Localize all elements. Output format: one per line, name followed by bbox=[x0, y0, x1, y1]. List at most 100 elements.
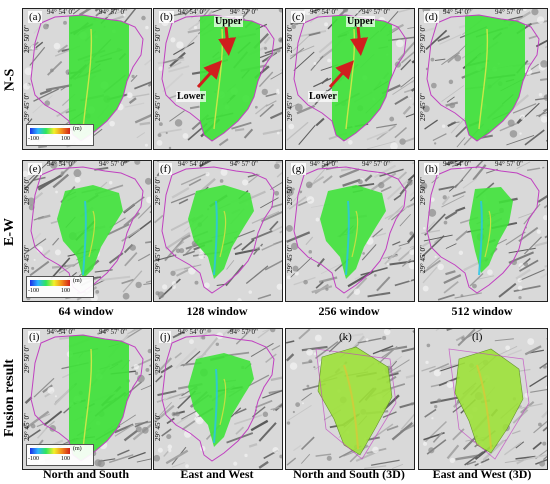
latitude-tick-bottom: 29° 45' 0" bbox=[154, 93, 162, 121]
panel-label: (e) bbox=[28, 163, 43, 175]
colorbar-unit: (m) bbox=[73, 126, 82, 132]
caption-64-window: 64 window bbox=[58, 304, 114, 318]
panel-g: 94° 54' 0" 94° 57' 0" 29° 50' 0" 29° 45' 0"… bbox=[285, 160, 415, 302]
latitude-tick-top: 29° 50' 0" bbox=[154, 345, 162, 373]
panel-label: (b) bbox=[159, 11, 174, 23]
longitude-tick-left: 94° 54' 0" bbox=[310, 8, 338, 16]
longitude-tick-right: 94° 57' 0" bbox=[230, 160, 258, 168]
map-image bbox=[286, 161, 414, 301]
map-image bbox=[286, 329, 414, 469]
longitude-tick-right: 94° 57' 0" bbox=[495, 160, 523, 168]
panel-label: (c) bbox=[291, 11, 306, 23]
panel-label: (j) bbox=[159, 331, 172, 343]
map-image bbox=[154, 161, 282, 301]
colorbar-max: 100 bbox=[61, 456, 70, 462]
colorbar-max: 100 bbox=[61, 288, 70, 294]
map-image bbox=[419, 161, 547, 301]
annotation-upper: Upper bbox=[214, 16, 244, 27]
longitude-tick-left: 94° 54' 0" bbox=[178, 8, 206, 16]
latitude-tick-top: 29° 50' 0" bbox=[286, 25, 294, 53]
longitude-tick-right: 94° 57' 0" bbox=[230, 8, 258, 16]
latitude-tick-top: 29° 50' 0" bbox=[154, 177, 162, 205]
caption-east-west-3d: East and West (3D) bbox=[432, 467, 532, 481]
longitude-tick-right: 94° 57' 0" bbox=[99, 328, 127, 336]
latitude-tick-top: 29° 50' 0" bbox=[286, 177, 294, 205]
panel-label: (i) bbox=[28, 331, 41, 343]
caption-512-window: 512 window bbox=[451, 304, 513, 318]
panel-label: (k) bbox=[339, 331, 352, 343]
colorbar-legend: -100 100 (m) bbox=[26, 276, 94, 298]
longitude-tick-right: 94° 57' 0" bbox=[99, 8, 127, 16]
panel-l: (l) bbox=[418, 328, 548, 470]
map-image bbox=[286, 9, 414, 149]
caption-256-window: 256 window bbox=[318, 304, 380, 318]
caption-north-south: North and South bbox=[42, 467, 130, 481]
colorbar-min: -100 bbox=[28, 456, 39, 462]
panel-a: 94° 54' 0" 94° 57' 0" 29° 50' 0" 29° 45' 0"… bbox=[22, 8, 152, 150]
panel-label: (l) bbox=[472, 331, 483, 343]
longitude-tick-left: 94° 54' 0" bbox=[178, 328, 206, 336]
panel-j: 94° 54' 0" 94° 57' 0" 29° 50' 0" 29° 45' 0"… bbox=[153, 328, 283, 470]
longitude-tick-right: 94° 57' 0" bbox=[362, 8, 390, 16]
colorbar-unit: (m) bbox=[73, 278, 82, 284]
latitude-tick-top: 29° 50' 0" bbox=[419, 177, 427, 205]
map-image bbox=[154, 329, 282, 469]
latitude-tick-bottom: 29° 45' 0" bbox=[154, 245, 162, 273]
panel-d: 94° 54' 0" 94° 57' 0" 29° 50' 0" 29° 45' 0"… bbox=[418, 8, 548, 150]
panel-label: (f) bbox=[159, 163, 172, 175]
panel-i: 94° 54' 0" 94° 57' 0" 29° 50' 0" 29° 45' 0"… bbox=[22, 328, 152, 470]
panel-k: (k) bbox=[285, 328, 415, 470]
annotation-upper: Upper bbox=[346, 16, 376, 27]
colorbar-legend: -100 100 (m) bbox=[26, 444, 94, 466]
longitude-tick-right: 94° 57' 0" bbox=[230, 328, 258, 336]
panel-label: (g) bbox=[291, 163, 306, 175]
panel-label: (d) bbox=[424, 11, 439, 23]
longitude-tick-left: 94° 54' 0" bbox=[178, 160, 206, 168]
latitude-tick-bottom: 29° 45' 0" bbox=[154, 413, 162, 441]
longitude-tick-left: 94° 54' 0" bbox=[47, 160, 75, 168]
latitude-tick-top: 29° 50' 0" bbox=[23, 345, 31, 373]
longitude-tick-left: 94° 54' 0" bbox=[443, 8, 471, 16]
colorbar-legend: -100 100 (m) bbox=[26, 124, 94, 146]
latitude-tick-bottom: 29° 45' 0" bbox=[23, 413, 31, 441]
latitude-tick-top: 29° 50' 0" bbox=[23, 25, 31, 53]
map-image bbox=[419, 9, 547, 149]
latitude-tick-top: 29° 50' 0" bbox=[154, 25, 162, 53]
longitude-tick-right: 94° 57' 0" bbox=[99, 160, 127, 168]
latitude-tick-bottom: 29° 45' 0" bbox=[419, 245, 427, 273]
longitude-tick-left: 94° 54' 0" bbox=[443, 160, 471, 168]
panel-b: 94° 54' 0" 94° 57' 0" 29° 50' 0" 29° 45' 0"… bbox=[153, 8, 283, 150]
latitude-tick-bottom: 29° 45' 0" bbox=[23, 245, 31, 273]
colorbar-min: -100 bbox=[28, 288, 39, 294]
latitude-tick-bottom: 29° 45' 0" bbox=[286, 245, 294, 273]
caption-128-window: 128 window bbox=[186, 304, 248, 318]
longitude-tick-right: 94° 57' 0" bbox=[495, 8, 523, 16]
map-image bbox=[154, 9, 282, 149]
panel-label: (h) bbox=[424, 163, 439, 175]
colorbar bbox=[30, 448, 70, 454]
annotation-lower: Lower bbox=[308, 91, 338, 102]
latitude-tick-bottom: 29° 45' 0" bbox=[419, 93, 427, 121]
panel-e: 94° 54' 0" 94° 57' 0" 29° 50' 0" 29° 45' 0"… bbox=[22, 160, 152, 302]
latitude-tick-bottom: 29° 45' 0" bbox=[23, 93, 31, 121]
panel-f: 94° 54' 0" 94° 57' 0" 29° 50' 0" 29° 45' 0"… bbox=[153, 160, 283, 302]
panel-h: 94° 54' 0" 94° 57' 0" 29° 50' 0" 29° 45' 0"… bbox=[418, 160, 548, 302]
longitude-tick-left: 94° 54' 0" bbox=[47, 328, 75, 336]
latitude-tick-top: 29° 50' 0" bbox=[419, 25, 427, 53]
panel-label: (a) bbox=[28, 11, 43, 23]
colorbar-max: 100 bbox=[61, 136, 70, 142]
colorbar-unit: (m) bbox=[73, 446, 82, 452]
panel-c: 94° 54' 0" 94° 57' 0" 29° 50' 0" 29° 45' 0"… bbox=[285, 8, 415, 150]
longitude-tick-left: 94° 54' 0" bbox=[47, 8, 75, 16]
row-label-ns: N-S bbox=[2, 68, 17, 92]
row-label-fusion: Fusion result bbox=[2, 359, 17, 437]
colorbar-min: -100 bbox=[28, 136, 39, 142]
colorbar bbox=[30, 280, 70, 286]
colorbar bbox=[30, 128, 70, 134]
annotation-lower: Lower bbox=[176, 91, 206, 102]
longitude-tick-left: 94° 54' 0" bbox=[310, 160, 338, 168]
row-label-ew: E-W bbox=[2, 218, 17, 246]
map-image bbox=[419, 329, 547, 469]
longitude-tick-right: 94° 57' 0" bbox=[362, 160, 390, 168]
latitude-tick-top: 29° 50' 0" bbox=[23, 177, 31, 205]
